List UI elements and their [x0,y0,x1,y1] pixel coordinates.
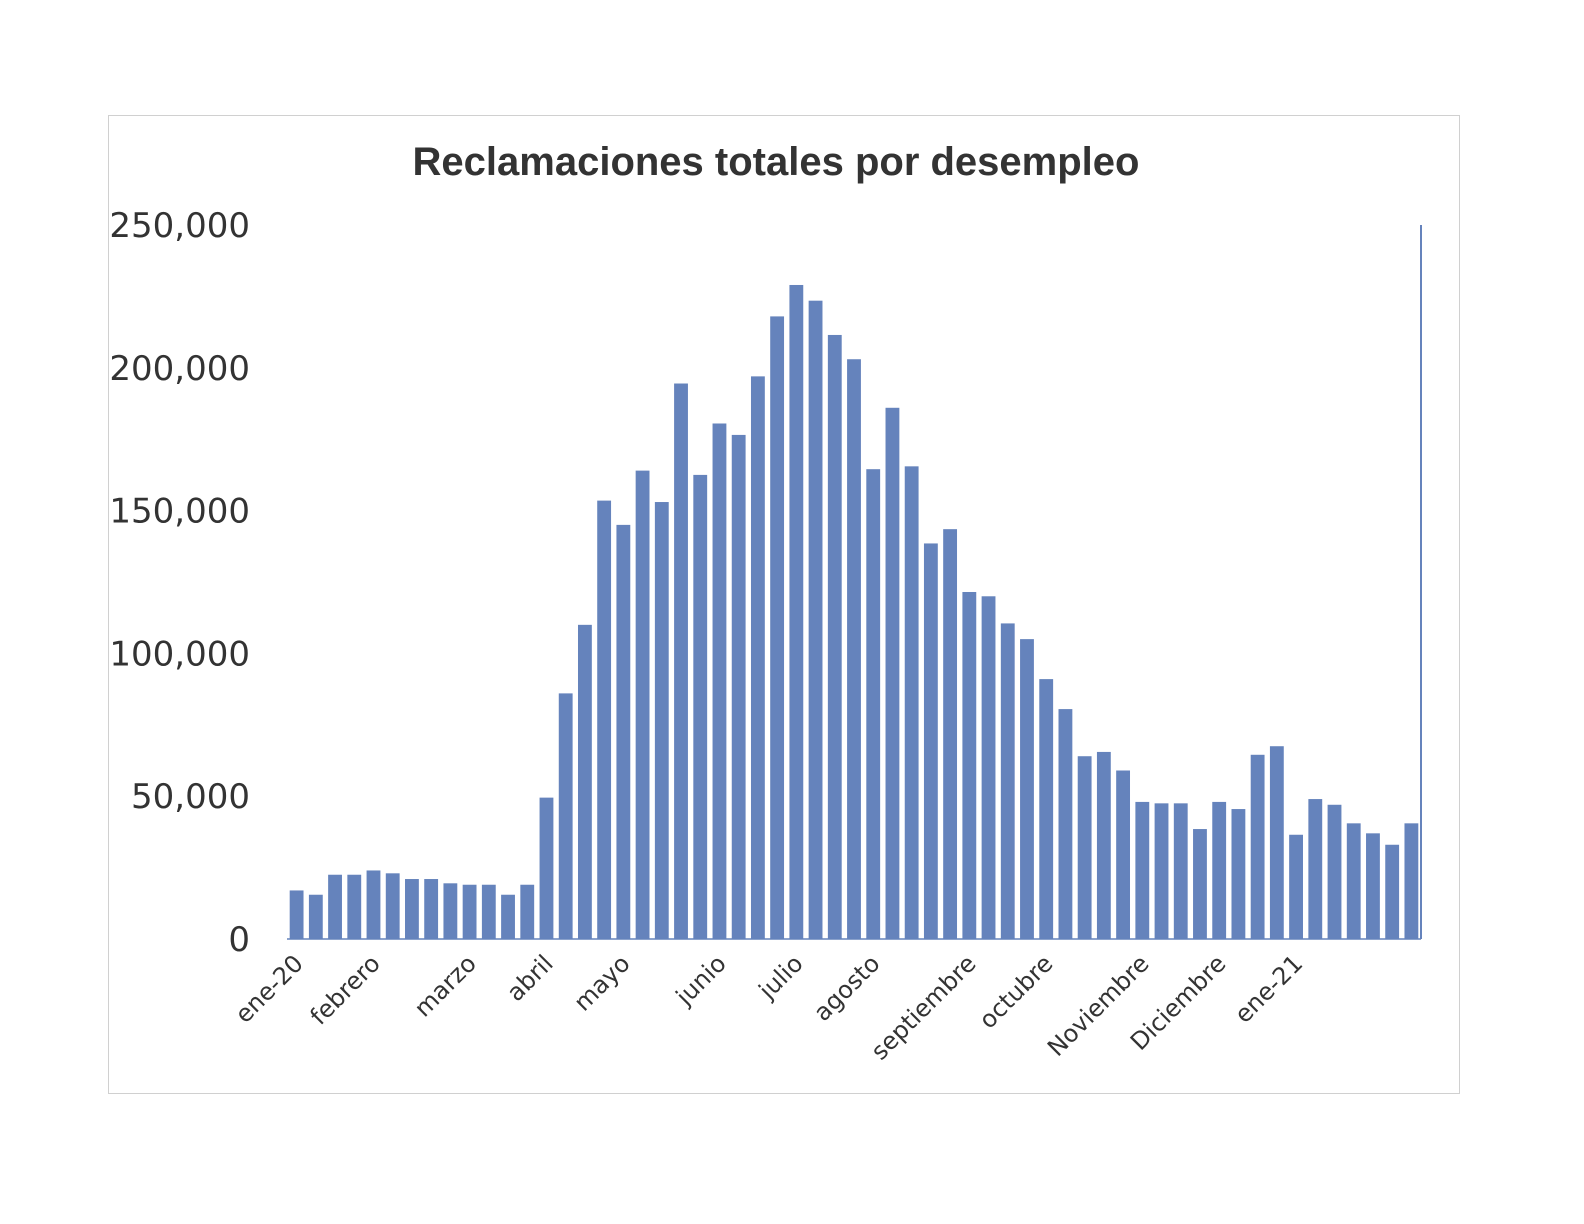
bar [770,316,785,940]
x-tick-label: octubre [974,949,1059,1034]
bar [923,543,938,939]
bar [385,873,400,939]
bar [789,284,804,939]
chart-title: Reclamaciones totales por desempleo [412,140,1140,184]
x-tick-label: febrero [305,949,386,1030]
bar [1385,844,1400,939]
x-tick-label: mayo [568,949,635,1016]
bar [750,376,765,939]
bar [616,524,631,939]
bar [712,423,727,939]
y-tick-label: 200,000 [109,349,250,389]
bar [462,884,477,939]
bar [1077,756,1092,939]
bar [1058,709,1073,939]
bar [539,797,554,939]
y-tick-label: 150,000 [109,492,250,532]
bar [981,596,996,939]
bar [558,693,573,939]
bar [366,870,381,939]
bar [654,502,669,939]
bar [520,884,535,939]
bar [1096,751,1111,939]
y-tick-label: 250,000 [109,206,250,246]
x-tick-label: julio [753,949,809,1005]
y-tick-label: 0 [228,920,250,960]
bar [443,883,458,939]
bar [347,874,362,939]
x-tick-label: abril [501,949,558,1006]
bar [847,359,861,939]
bar [1231,809,1246,939]
bar [1000,623,1015,939]
x-tick-label: agosto [808,949,885,1026]
bar [1250,754,1265,939]
bar [808,300,823,940]
bar [866,469,881,939]
bar [577,624,592,939]
bar [827,334,842,939]
bar [308,894,323,939]
bar [962,591,977,939]
bar [501,894,515,939]
bar [1020,639,1034,939]
bar [1154,803,1169,939]
bar [289,890,304,939]
x-tick-label: ene-21 [1229,949,1308,1028]
y-tick-label: 50,000 [131,777,250,817]
x-tick-label: junio [670,949,732,1011]
bar [424,879,439,939]
bar [943,529,958,939]
bar [1308,799,1323,939]
bar [885,407,900,939]
x-tick-label: marzo [409,949,482,1022]
x-tick-label: ene-20 [230,949,309,1028]
bar [1193,829,1207,939]
bar [1135,801,1150,939]
y-tick-label: 100,000 [109,634,250,674]
bar [635,470,650,939]
bar [405,879,419,939]
bar [1173,803,1188,939]
bar [1346,823,1361,939]
bar [1366,833,1380,939]
bar [1327,804,1342,939]
bar [904,466,919,939]
bar [1404,823,1419,939]
bar [1116,770,1131,939]
bar [1039,679,1054,939]
bar [1289,834,1303,939]
bar [597,500,612,939]
bar [674,383,688,939]
bar [693,474,708,939]
bar [1269,746,1284,939]
bar [1212,801,1227,939]
bar [481,884,496,939]
bar [328,874,342,939]
bar [731,434,746,939]
